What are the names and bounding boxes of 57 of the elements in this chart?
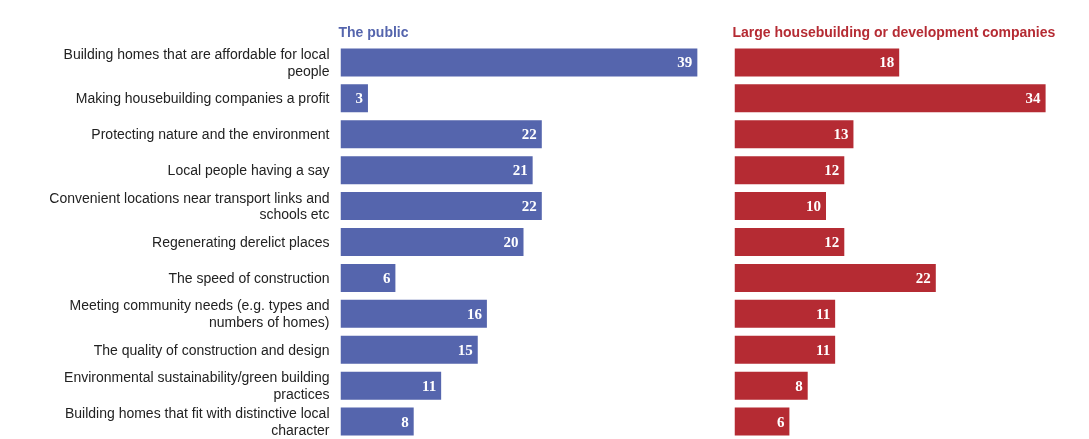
- y-tick-label: The speed of construction: [168, 269, 330, 286]
- chart-title: The public: [338, 23, 409, 40]
- y-tick-label: Meeting community needs (e.g. types and numbers of homes): [69, 297, 330, 331]
- bar: [734, 120, 854, 149]
- data-label: 13: [833, 126, 849, 143]
- y-tick-label: The quality of construction and design: [93, 341, 330, 358]
- data-label: 11: [421, 377, 437, 394]
- data-label: 21: [512, 162, 528, 179]
- data-label: 22: [521, 126, 537, 143]
- bar: [340, 407, 414, 436]
- data-label: 39: [677, 54, 693, 71]
- y-tick-label: Protecting nature and the environment: [91, 126, 330, 143]
- bar: [340, 84, 368, 113]
- bar: [340, 120, 542, 149]
- data-label: 34: [1025, 90, 1042, 107]
- data-label: 6: [382, 269, 391, 286]
- data-label: 18: [879, 54, 895, 71]
- data-label: 6: [776, 413, 785, 430]
- bar: [734, 299, 836, 328]
- data-label: 12: [824, 162, 840, 179]
- data-label: 3: [355, 90, 363, 107]
- y-tick-label: Making housebuilding companies a profit: [75, 90, 330, 107]
- bar: [340, 192, 542, 221]
- bar: [734, 84, 1046, 113]
- bar: [734, 371, 808, 400]
- bar: [734, 192, 826, 221]
- bar: [340, 371, 442, 400]
- y-tick-label: Building homes that are affordable for local people: [63, 46, 330, 79]
- bar: [734, 263, 936, 292]
- bar: [734, 156, 845, 185]
- data-label: 15: [457, 341, 473, 358]
- y-tick-label: Local people having a say: [167, 162, 330, 179]
- bar: [340, 48, 698, 77]
- y-tick-label: Regenerating derelict places: [152, 234, 330, 250]
- data-label: 20: [503, 234, 519, 250]
- data-label: 22: [521, 198, 537, 215]
- bar: [340, 156, 533, 185]
- y-tick-label: Convenient locations near transport links and schools etc: [49, 189, 330, 223]
- data-label: 16: [466, 305, 483, 322]
- data-label: 22: [915, 269, 931, 286]
- data-label: 10: [806, 198, 821, 215]
- bar: [734, 228, 845, 256]
- y-tick-label: Building homes that fit with distinctive local character: [64, 405, 330, 438]
- data-label: 8: [795, 377, 803, 394]
- y-tick-label: Environmental sustainability/green building practices: [64, 369, 330, 403]
- bar: [340, 335, 478, 364]
- bar: [734, 48, 900, 77]
- bar: [734, 335, 836, 364]
- bar: [340, 228, 524, 256]
- data-label: 11: [815, 305, 831, 322]
- bar: [734, 407, 790, 436]
- data-label: 11: [815, 341, 831, 358]
- bar: [340, 299, 487, 328]
- data-label: 8: [401, 413, 409, 430]
- chart-title: Large housebuilding or development companies: [732, 23, 1056, 40]
- bar: [340, 263, 396, 292]
- data-label: 12: [824, 234, 840, 250]
